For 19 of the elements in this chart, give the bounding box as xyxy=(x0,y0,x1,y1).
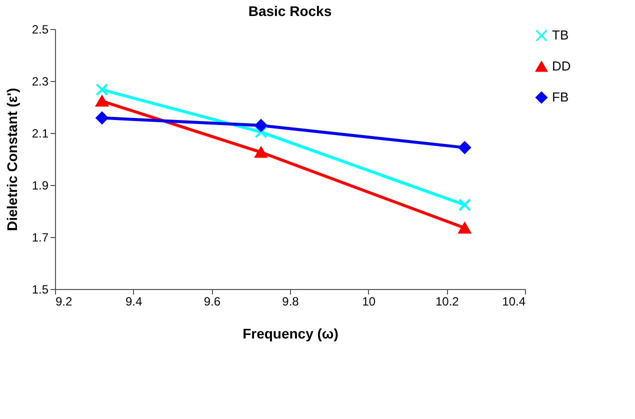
x-tick-label: 9.4 xyxy=(125,294,142,308)
y-tick-label: 2.1 xyxy=(32,126,49,140)
x-tick-label: 10 xyxy=(362,294,376,308)
x-axis-title: Frequency (ω) xyxy=(242,326,338,342)
y-tick-label: 2.3 xyxy=(32,74,49,88)
legend-label: TB xyxy=(552,28,569,42)
x-tick-label: 9.2 xyxy=(56,294,73,308)
y-axis-title: Dieletric Constant (ε') xyxy=(4,88,20,231)
x-tick-label: 10.4 xyxy=(502,294,526,308)
y-tick-label: 1.7 xyxy=(32,230,49,244)
x-tick-label: 10.2 xyxy=(435,294,460,308)
legend-label: DD xyxy=(552,58,571,74)
legend-label: FB xyxy=(552,90,569,104)
x-tick-label: 9.6 xyxy=(204,294,221,308)
y-tick-label: 2.5 xyxy=(32,22,49,36)
y-tick-label: 1.9 xyxy=(32,178,49,192)
x-tick-label: 9.8 xyxy=(282,294,300,308)
chart-title: Basic Rocks xyxy=(248,3,332,19)
y-tick-label: 1.5 xyxy=(32,282,49,296)
